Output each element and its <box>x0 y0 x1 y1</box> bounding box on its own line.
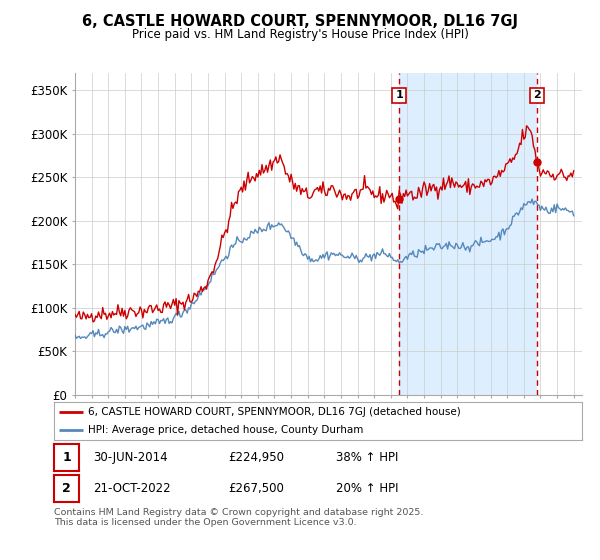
Text: Contains HM Land Registry data © Crown copyright and database right 2025.
This d: Contains HM Land Registry data © Crown c… <box>54 508 424 528</box>
Text: 1: 1 <box>62 451 71 464</box>
Text: HPI: Average price, detached house, County Durham: HPI: Average price, detached house, Coun… <box>88 425 364 435</box>
Text: £224,950: £224,950 <box>228 451 284 464</box>
Text: 30-JUN-2014: 30-JUN-2014 <box>93 451 167 464</box>
Text: 6, CASTLE HOWARD COURT, SPENNYMOOR, DL16 7GJ (detached house): 6, CASTLE HOWARD COURT, SPENNYMOOR, DL16… <box>88 407 461 417</box>
Bar <box>399 73 537 395</box>
Text: £267,500: £267,500 <box>228 482 284 496</box>
Text: Price paid vs. HM Land Registry's House Price Index (HPI): Price paid vs. HM Land Registry's House … <box>131 28 469 41</box>
Text: 1: 1 <box>395 90 403 100</box>
Text: 21-OCT-2022: 21-OCT-2022 <box>93 482 170 496</box>
Text: 6, CASTLE HOWARD COURT, SPENNYMOOR, DL16 7GJ: 6, CASTLE HOWARD COURT, SPENNYMOOR, DL16… <box>82 14 518 29</box>
Text: 20% ↑ HPI: 20% ↑ HPI <box>336 482 398 496</box>
Text: 2: 2 <box>62 482 71 496</box>
Text: 38% ↑ HPI: 38% ↑ HPI <box>336 451 398 464</box>
Text: 2: 2 <box>533 90 541 100</box>
